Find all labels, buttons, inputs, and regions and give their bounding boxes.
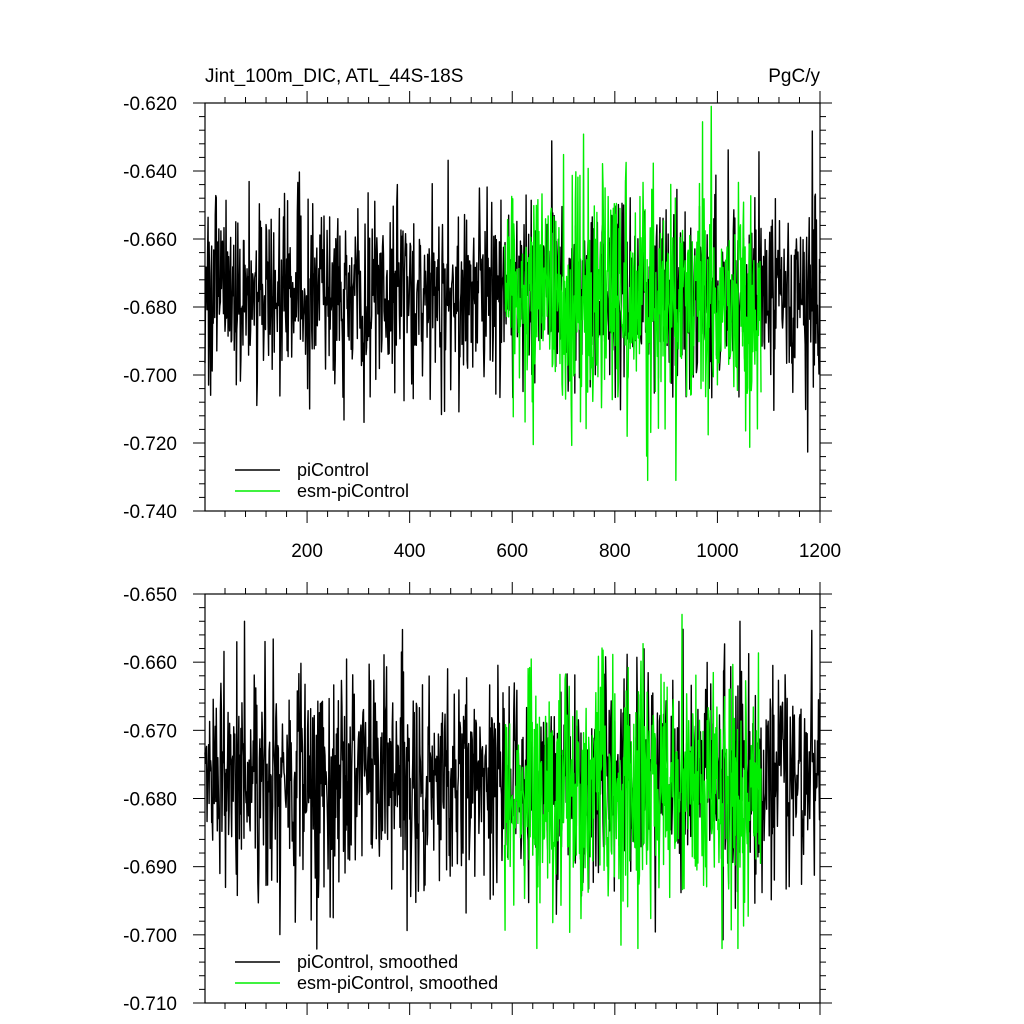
legend-label: piControl (297, 460, 369, 480)
x-tick-label: 600 (496, 541, 528, 562)
y-tick-label: -0.740 (123, 502, 177, 523)
y-tick-label: -0.680 (123, 790, 177, 811)
top-panel-units: PgC/y (768, 66, 820, 87)
legend-label: esm-piControl, smoothed (297, 973, 498, 993)
y-tick-label: -0.660 (123, 653, 177, 674)
y-tick-label: -0.670 (123, 721, 177, 742)
y-tick-label: -0.710 (123, 994, 177, 1015)
y-tick-label: -0.620 (123, 94, 177, 115)
y-tick-label: -0.660 (123, 230, 177, 251)
y-tick-label: -0.680 (123, 298, 177, 319)
legend-label: piControl, smoothed (297, 952, 458, 972)
x-tick-label: 800 (599, 541, 631, 562)
y-tick-label: -0.720 (123, 434, 177, 455)
x-tick-label: 200 (291, 541, 323, 562)
series-line-esm-picontrol (503, 613, 762, 950)
y-tick-label: -0.690 (123, 858, 177, 879)
y-tick-label: -0.700 (123, 366, 177, 387)
series-line-esm-picontrol (503, 105, 762, 482)
legend-label: esm-piControl (297, 481, 409, 501)
top-panel: -0.620 -0.640 -0.660 -0.680 -0.700 -0.720 -0.7… (123, 91, 841, 562)
y-tick-label: -0.650 (123, 585, 177, 606)
y-tick-label: -0.640 (123, 162, 177, 183)
x-tick-label: 400 (394, 541, 426, 562)
x-tick-label: 1200 (799, 541, 841, 562)
bottom-panel: -0.650 -0.660 -0.670 -0.680 -0.690 -0.700 -0.7… (123, 582, 832, 1015)
y-tick-label: -0.700 (123, 926, 177, 947)
x-tick-label: 1000 (696, 541, 738, 562)
top-panel-title: Jint_100m_DIC, ATL_44S-18S (205, 66, 463, 87)
